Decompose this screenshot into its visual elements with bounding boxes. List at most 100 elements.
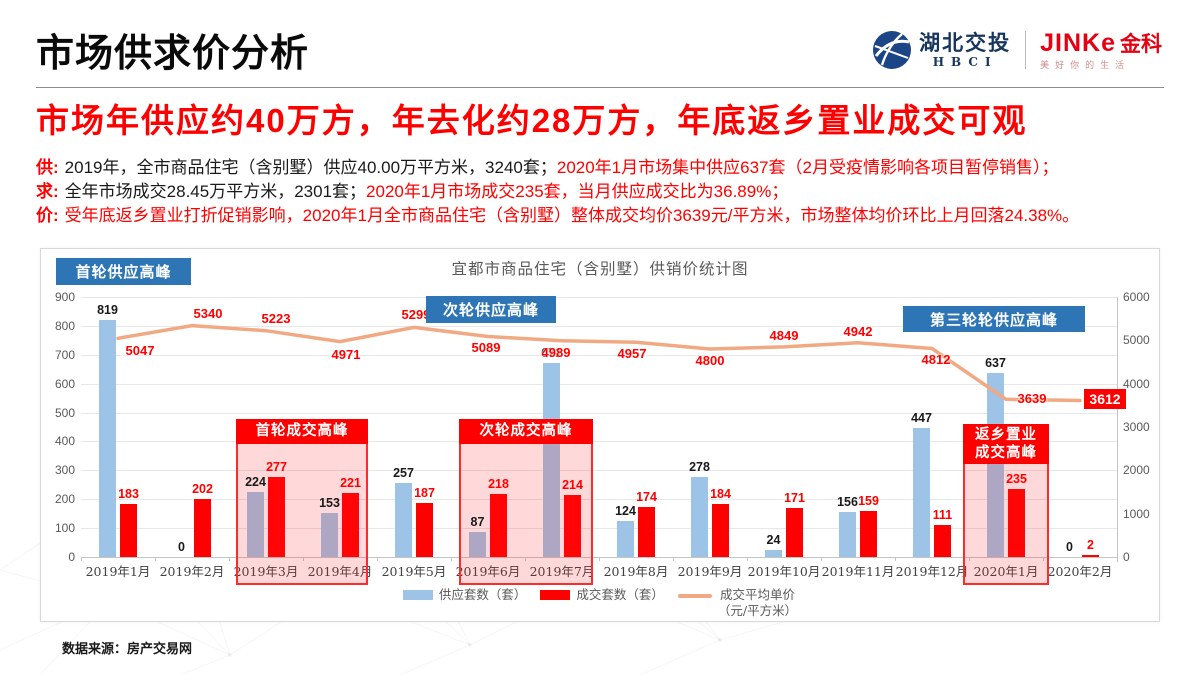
price-end-badge: 3612 — [1084, 389, 1126, 409]
left-axis-tick-label: 400 — [54, 434, 75, 449]
x-axis-category-label: 2019年3月 — [233, 564, 299, 579]
bar-value-supply-2019年1月: 819 — [97, 303, 118, 318]
bar-value-supply-2019年6月: 87 — [470, 514, 485, 529]
bar-value-supply-2019年9月: 278 — [689, 459, 710, 474]
bar-supply-2019年6月 — [469, 531, 486, 557]
x-axis-category-label: 2019年10月 — [747, 564, 821, 579]
left-axis-tick-label: 300 — [54, 463, 75, 478]
gridline — [81, 325, 1117, 327]
bar-value-deals-2019年1月: 183 — [118, 487, 139, 502]
x-axis-category-label: 2019年2月 — [159, 564, 225, 579]
bar-supply-2019年3月 — [247, 492, 264, 557]
legend-label-supply: 供应套数（套） — [438, 587, 527, 602]
legend-swatch-supply-bar — [402, 590, 433, 600]
right-axis-tick-label: 0 — [1123, 550, 1130, 564]
callout-blue-3: 第三轮轮供应高峰 — [903, 306, 1085, 332]
legend-label-deals: 成交套数（套） — [576, 587, 664, 602]
chart-title: 宜都市商品住宅（含别墅）供销价统计图 — [451, 260, 749, 278]
hbci-logo-en: HBCI — [932, 55, 998, 69]
bar-value-deals-2019年9月: 184 — [710, 486, 731, 501]
bar-value-supply-2019年4月: 153 — [319, 495, 340, 510]
legend-item-deals: 成交套数（套） — [540, 587, 664, 603]
left-axis-tick-label: 0 — [68, 550, 75, 564]
price-line — [116, 323, 1082, 403]
bar-value-supply-2019年7月: 671 — [541, 346, 562, 361]
right-axis-line — [1117, 297, 1118, 562]
left-axis-tick-label: 100 — [54, 521, 75, 536]
data-source-note: 数据来源：房产交易网 — [62, 641, 193, 656]
bar-value-supply-2020年2月: 0 — [1066, 540, 1073, 554]
price-value-2019年8月: 4957 — [617, 346, 647, 362]
x-axis-tick — [969, 557, 970, 561]
x-axis-category-label: 2020年2月 — [1047, 564, 1113, 579]
bar-supply-2019年1月 — [99, 320, 116, 557]
x-axis-tick — [451, 557, 452, 561]
bar-supply-2019年9月 — [691, 476, 708, 557]
summary-text-red: 受年底返乡置业打折促销影响，2020年1月全市商品住宅（含别墅）整体成交均价36… — [64, 206, 1080, 225]
price-value-2019年6月: 5089 — [471, 340, 501, 356]
summary-label-price: 价: — [36, 206, 59, 225]
jinke-logo-cn: 金科 — [1120, 32, 1162, 56]
jinke-logo: JINKe 金科 美好你的生活 — [1040, 28, 1162, 70]
x-axis-category-label: 2019年9月 — [677, 564, 743, 579]
highlight-header-2: 次轮成交高峰 — [459, 419, 593, 444]
bar-value-supply-2019年11月: 156 — [837, 494, 858, 509]
price-value-2019年3月: 5223 — [261, 310, 291, 326]
left-axis-tick-label: 500 — [54, 405, 75, 420]
bar-value-deals-2019年5月: 187 — [414, 485, 435, 500]
x-axis-tick — [229, 557, 230, 561]
bar-supply-2019年7月 — [543, 363, 560, 557]
price-value-2019年9月: 4800 — [695, 353, 725, 368]
bar-supply-2019年8月 — [617, 521, 634, 557]
left-axis-tick-label: 900 — [54, 290, 75, 304]
bar-deals-2019年6月 — [490, 494, 507, 557]
right-axis-tick-label: 6000 — [1123, 290, 1150, 304]
bar-deals-2020年1月 — [1008, 489, 1025, 557]
hbci-globe-icon — [873, 31, 912, 69]
right-axis-tick-label: 3000 — [1123, 420, 1150, 434]
logo-area: 湖北交投 HBCI JINKe 金科 美好你的生活 — [872, 30, 1162, 70]
bar-value-supply-2019年12月: 447 — [911, 410, 932, 425]
right-axis-tick-label: 4000 — [1123, 376, 1150, 391]
highlight-region-1 — [236, 444, 368, 585]
x-axis-tick — [895, 557, 896, 561]
x-axis-tick — [377, 557, 378, 561]
x-axis-tick — [821, 557, 822, 561]
highlight-region-3 — [963, 464, 1049, 585]
bar-value-deals-2019年10月: 171 — [784, 490, 805, 505]
bar-value-deals-2019年2月: 202 — [192, 481, 213, 496]
bar-supply-2019年4月 — [321, 512, 338, 557]
bar-deals-2019年1月 — [120, 504, 137, 557]
bar-value-deals-2020年1月: 235 — [1006, 472, 1027, 487]
gridline — [81, 441, 1117, 443]
x-axis-category-label: 2019年5月 — [381, 564, 447, 579]
gridline — [81, 470, 1117, 472]
logo-divider — [1025, 31, 1027, 69]
bar-value-supply-2019年3月: 224 — [245, 475, 266, 490]
callout-blue-2: 次轮供应高峰 — [426, 296, 556, 323]
x-axis-category-label: 2019年11月 — [821, 564, 895, 579]
chart-legend: 供应套数（套） 成交套数（套） 成交平均单价 （元/平方米） — [41, 587, 1159, 619]
bar-deals-2019年3月 — [268, 476, 285, 557]
jinke-logo-en: JINKe — [1040, 28, 1116, 57]
gridline — [81, 499, 1117, 501]
left-axis-tick-label: 700 — [54, 347, 75, 362]
x-axis-tick — [81, 557, 82, 561]
x-axis-category-label: 2019年7月 — [529, 564, 595, 579]
bar-value-deals-2019年4月: 221 — [340, 476, 361, 491]
summary-row-supply: 供: 2019年，全市商品住宅（含别墅）供应40.00万平方米，3240套；202… — [36, 156, 1079, 180]
x-axis-tick — [1043, 557, 1044, 561]
bar-supply-2019年11月 — [839, 511, 856, 557]
legend-item-price: 成交平均单价 （元/平方米） — [677, 587, 797, 619]
gridline — [81, 412, 1117, 414]
right-axis-tick-label: 2000 — [1123, 463, 1150, 478]
x-axis-tick — [1117, 557, 1118, 561]
x-axis-category-label: 2020年1月 — [973, 564, 1039, 579]
bar-value-deals-2019年12月: 111 — [932, 507, 953, 522]
price-value-2019年4月: 4971 — [331, 346, 361, 362]
highlight-region-2 — [459, 444, 593, 585]
header-divider-line — [36, 87, 1164, 88]
bar-value-deals-2019年6月: 218 — [488, 477, 509, 492]
summary-text-red: 2020年1月市场集中供应637套（2月受疫情影响各项目暂停销售）； — [556, 158, 1059, 177]
